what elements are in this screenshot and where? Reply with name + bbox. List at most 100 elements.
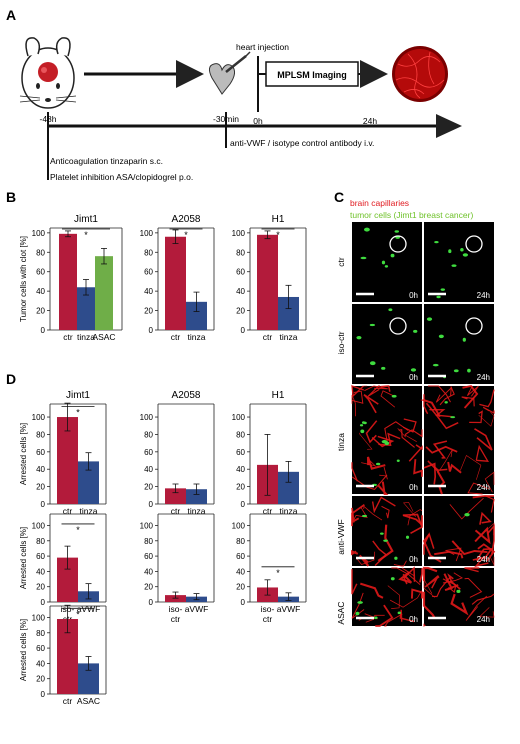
category-label: tinza bbox=[188, 332, 206, 342]
significance-star: * bbox=[276, 568, 280, 578]
highlight-circle bbox=[465, 235, 483, 253]
y-tick-label: 0 bbox=[149, 598, 154, 607]
y-tick-label: 80 bbox=[236, 430, 245, 439]
y-tick-label: 40 bbox=[144, 465, 153, 474]
bar bbox=[57, 619, 78, 694]
y-tick-label: 40 bbox=[236, 567, 245, 576]
micrograph-ctr-0h: 0h bbox=[352, 222, 422, 302]
y-tick-label: 40 bbox=[236, 465, 245, 474]
bar-chart-d3: 0 20 40 60 80 100 H1 ctr tinza bbox=[232, 390, 307, 516]
micrograph-anti-vwf-0h: 0h bbox=[350, 496, 424, 567]
panel-c: brain capillaries tumor cells (Jimt1 bre… bbox=[336, 198, 496, 627]
significance-star: * bbox=[184, 230, 188, 240]
category-label: iso-ctr bbox=[261, 604, 275, 624]
y-tick-label: 0 bbox=[41, 598, 46, 607]
category-label: aVWF bbox=[77, 604, 101, 614]
y-tick-label: 60 bbox=[236, 448, 245, 457]
y-tick-label: 40 bbox=[36, 287, 45, 296]
y-tick-label: 20 bbox=[236, 583, 245, 592]
time-label: 24h bbox=[477, 291, 490, 300]
bar bbox=[278, 471, 299, 504]
significance-star: * bbox=[76, 408, 80, 418]
y-tick-label: 20 bbox=[236, 483, 245, 492]
category-label: tinza bbox=[77, 332, 95, 342]
chart-title: A2058 bbox=[172, 214, 201, 225]
micrograph-tinza-24h: 24h bbox=[419, 384, 495, 495]
y-tick-label: 80 bbox=[144, 537, 153, 546]
arrow-head-icon bbox=[360, 60, 388, 88]
bar-chart-d2: 0 20 40 60 80 100 A2058 ctr tinza bbox=[140, 390, 215, 516]
legend-red: brain capillaries bbox=[350, 198, 409, 208]
category-label: ctr bbox=[171, 506, 181, 516]
category-label: ctr bbox=[263, 332, 273, 342]
y-tick-label: 60 bbox=[36, 644, 45, 653]
time-label: 24h bbox=[477, 483, 490, 492]
y-tick-label: 100 bbox=[140, 521, 154, 530]
y-tick-label: 0 bbox=[149, 326, 154, 335]
micrograph-iso-ctr-24h: 24h bbox=[424, 304, 494, 384]
time-label: 0h bbox=[409, 483, 418, 492]
bar-chart-d7: 0 20 40 60 80 100 Arrested cells [%] ctr ASAC * bbox=[19, 604, 107, 706]
bar bbox=[57, 557, 78, 602]
y-tick-label: 0 bbox=[41, 326, 46, 335]
bar bbox=[78, 663, 99, 694]
chart-title: Jimt1 bbox=[66, 390, 90, 401]
category-label: tinza bbox=[188, 506, 206, 516]
chart-title: H1 bbox=[272, 214, 285, 225]
y-axis-label: Arrested cells [%] bbox=[19, 619, 28, 681]
highlight-circle bbox=[389, 317, 407, 335]
category-label: ctr bbox=[263, 506, 273, 516]
bar bbox=[257, 234, 278, 330]
platelet-label: Platelet inhibition ASA/clopidogrel p.o. bbox=[50, 172, 193, 182]
y-tick-label: 100 bbox=[32, 521, 46, 530]
heart-syringe-icon bbox=[208, 51, 251, 95]
y-tick-label: 80 bbox=[36, 537, 45, 546]
bar bbox=[59, 233, 77, 330]
y-tick-label: 0 bbox=[241, 598, 246, 607]
y-tick-label: 100 bbox=[140, 413, 154, 422]
y-tick-label: 40 bbox=[144, 287, 153, 296]
micrograph-iso-ctr-0h: 0h bbox=[352, 304, 422, 384]
y-tick-label: 0 bbox=[241, 500, 246, 509]
legend-green: tumor cells (Jimt1 breast cancer) bbox=[350, 210, 473, 220]
category-label: ASAC bbox=[92, 332, 115, 342]
time-label: 0h bbox=[409, 555, 418, 564]
y-tick-label: 20 bbox=[144, 483, 153, 492]
significance-star: * bbox=[76, 609, 80, 619]
category-label: ctr bbox=[63, 332, 73, 342]
y-tick-label: 100 bbox=[32, 229, 46, 238]
panel-label-a: A bbox=[6, 7, 16, 23]
y-tick-label: 0 bbox=[149, 500, 154, 509]
time-label: 24h bbox=[477, 555, 490, 564]
mouse-icon bbox=[19, 37, 77, 109]
y-tick-label: 60 bbox=[144, 552, 153, 561]
bar bbox=[95, 256, 113, 330]
micrograph-tinza-0h: 0h bbox=[351, 384, 423, 496]
y-axis-label: Tumor cells with clot [%] bbox=[19, 236, 28, 322]
category-label: ASAC bbox=[77, 696, 100, 706]
y-tick-label: 40 bbox=[36, 659, 45, 668]
panel-label-d: D bbox=[6, 371, 16, 387]
y-axis-label: Arrested cells [%] bbox=[19, 423, 28, 485]
y-tick-label: 80 bbox=[144, 430, 153, 439]
y-tick-label: 20 bbox=[36, 583, 45, 592]
time-24h: 24h bbox=[363, 116, 377, 126]
y-tick-label: 100 bbox=[32, 413, 46, 422]
time-minus30min: -30min bbox=[213, 114, 239, 124]
microscopy-grid: 0h 24h 0h 24h 0h 24h 0h 24h 0h 24h bbox=[350, 222, 496, 627]
y-tick-label: 60 bbox=[144, 268, 153, 277]
bar-chart-b1: 0 20 40 60 80 100 Jimt1 Tumor cells with clot [… bbox=[19, 214, 123, 342]
significance-star: * bbox=[276, 230, 280, 240]
bar bbox=[278, 296, 299, 330]
charts: 0 20 40 60 80 100 Jimt1 Tumor cells with clot [… bbox=[19, 214, 307, 706]
y-tick-label: 20 bbox=[36, 307, 45, 316]
y-tick-label: 20 bbox=[236, 307, 245, 316]
row-label-ctr: ctr bbox=[336, 257, 346, 267]
micrograph-anti-vwf-24h: 24h bbox=[422, 495, 496, 568]
panel-a: A heart injection MPLSM bbox=[6, 7, 462, 182]
y-tick-label: 0 bbox=[41, 500, 46, 509]
category-label: tinza bbox=[80, 506, 98, 516]
